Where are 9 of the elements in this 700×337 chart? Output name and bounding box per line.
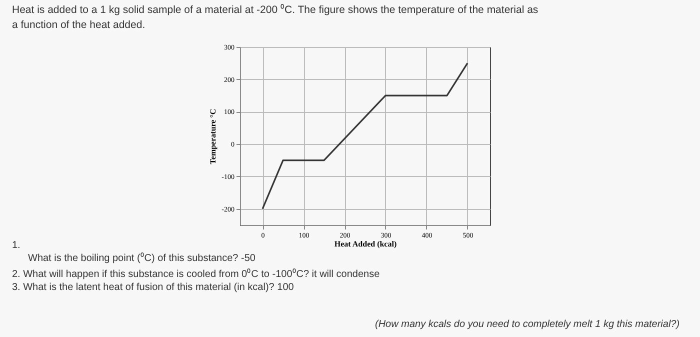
y-axis-title: Temperature °C [208,108,218,164]
line-series [262,62,468,210]
text: 1. [12,240,20,251]
chart-title: Heat is added to a 1 kg solid sample of a material at -200 ⁰C. The figure shows the temperature of the material as a function of the heat added. [12,4,538,31]
text: 3. What is the latent heat of fusion of this material (in kcal)? 100 [12,282,294,293]
text: 2. What will happen if this substance is cooled from 0⁰C to -100⁰C? it will condense [12,268,380,280]
x-axis-title: Heat Added (kcal) [334,240,397,248]
text: What is the boiling point (⁰C) of this substance? -50 [28,252,256,264]
text: (How many kcals do you need to completely melt 1 kg this material?) [375,319,680,330]
